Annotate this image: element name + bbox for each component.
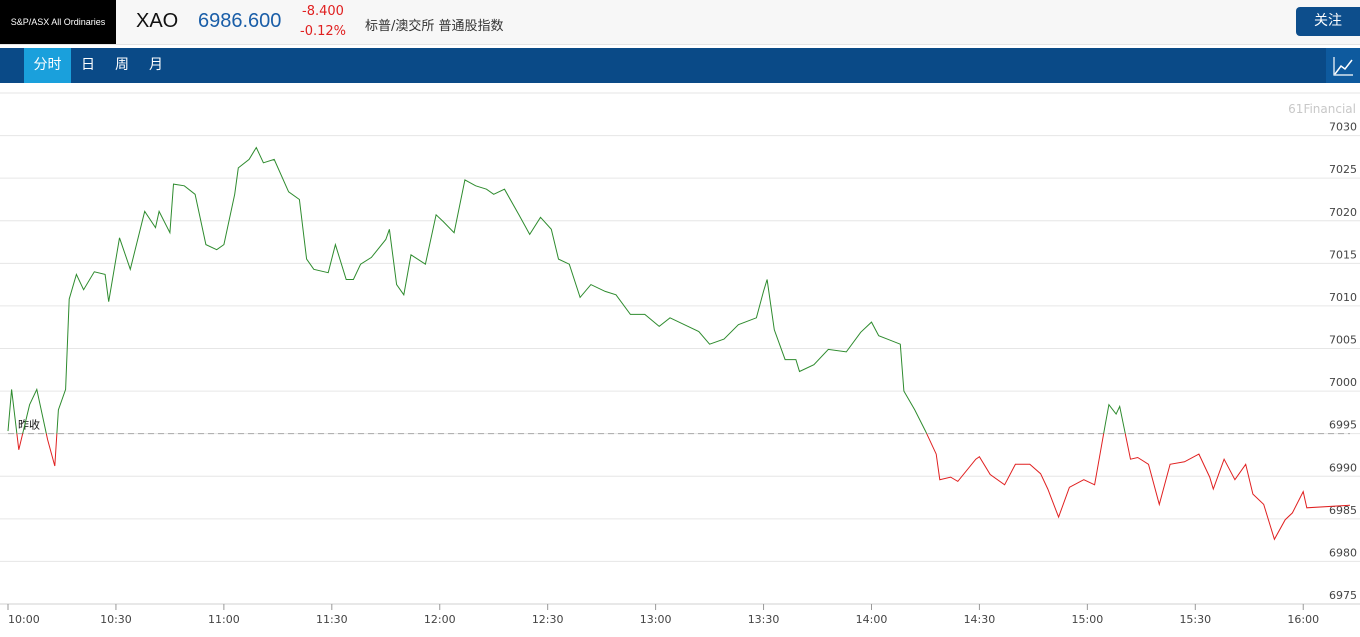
- x-tick-label: 12:00: [424, 613, 456, 626]
- header: S&P/ASX All Ordinaries XAO 6986.600 -8.4…: [0, 0, 1360, 45]
- chart: 61Financial 6975 6980 6985 6990 6995 7000 7005 7…: [0, 92, 1360, 626]
- x-tick-label: 10:00: [8, 613, 40, 626]
- reference-label: 昨收: [18, 418, 40, 432]
- tab[interactable]: 分时: [24, 48, 71, 83]
- change: -8.400: [302, 4, 344, 19]
- x-tick-label: 14:00: [856, 613, 888, 626]
- chart-icon[interactable]: [1326, 48, 1360, 83]
- x-tick-label: 10:30: [100, 613, 132, 626]
- index-logo: S&P/ASX All Ordinaries: [0, 0, 116, 44]
- y-tick-label: 7030: [1329, 121, 1357, 134]
- tab[interactable]: 周: [115, 57, 129, 73]
- y-tick-label: 7020: [1329, 206, 1357, 219]
- y-tick-label: 7015: [1329, 248, 1357, 261]
- y-tick-label: 6995: [1329, 419, 1357, 432]
- tab[interactable]: 月: [149, 57, 163, 73]
- watermark: 61Financial: [1288, 102, 1356, 116]
- price: 6986.600: [198, 10, 282, 32]
- y-tick-label: 7005: [1329, 334, 1357, 347]
- x-tick-label: 15:30: [1179, 613, 1211, 626]
- tab[interactable]: 日: [81, 57, 95, 73]
- y-tick-label: 6980: [1329, 546, 1357, 559]
- y-tick-label: 7025: [1329, 163, 1357, 176]
- x-tick-label: 11:30: [316, 613, 348, 626]
- x-tick-label: 12:30: [532, 613, 564, 626]
- y-tick-label: 7000: [1329, 376, 1357, 389]
- tab-bar: 分时日 周 月: [0, 48, 1360, 83]
- x-tick-label: 13:30: [748, 613, 780, 626]
- x-tick-label: 15:00: [1072, 613, 1104, 626]
- price-line: [7, 146, 1351, 541]
- x-tick-label: 14:30: [964, 613, 996, 626]
- chart-icon-graphic: [1333, 57, 1353, 76]
- symbol: XAO: [136, 10, 179, 32]
- x-tick-label: 11:00: [208, 613, 240, 626]
- y-tick-label: 6975: [1329, 589, 1357, 602]
- follow-button[interactable]: 关注: [1296, 7, 1360, 36]
- y-tick-label: 7010: [1329, 291, 1357, 304]
- y-tick-label: 6985: [1329, 504, 1357, 517]
- change-percent: -0.12%: [300, 24, 346, 39]
- description: 标普/澳交所 普通股指数: [365, 19, 504, 34]
- x-tick-label: 16:00: [1287, 613, 1319, 626]
- y-tick-label: 6990: [1329, 461, 1357, 474]
- x-tick-label: 13:00: [640, 613, 672, 626]
